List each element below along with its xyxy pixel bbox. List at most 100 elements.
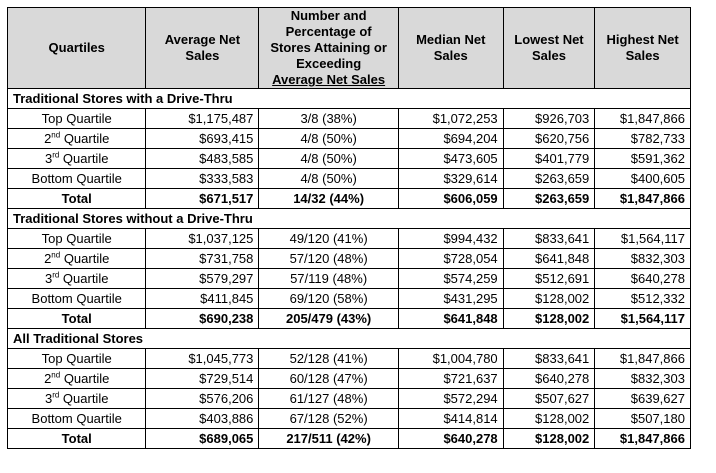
median-net-sales-cell: $431,295 — [397, 288, 504, 309]
quartile-label: Bottom Quartile — [6, 408, 147, 429]
stores-attaining-cell: 57/120 (48%) — [258, 248, 399, 269]
total-stores-attaining: 205/479 (43%) — [258, 308, 399, 329]
highest-net-sales-cell: $640,278 — [594, 268, 691, 289]
total-row: Total $690,238 205/479 (43%) $641,848 $128,0… — [6, 308, 691, 329]
table-body: Traditional Stores with a Drive-Thru Top … — [6, 88, 691, 449]
quartile-number: 3 — [44, 150, 53, 166]
average-net-sales-cell: $1,037,125 — [145, 228, 260, 249]
lowest-net-sales-cell: $620,756 — [502, 128, 596, 149]
average-net-sales-cell: $1,175,487 — [145, 108, 260, 129]
total-label: Total — [6, 308, 147, 329]
quartile-number: 3 — [44, 270, 53, 286]
quartile-number: 2 — [44, 370, 52, 386]
lowest-net-sales-cell: $401,779 — [502, 148, 596, 169]
highest-net-sales-cell: $507,180 — [594, 408, 691, 429]
section-title: Traditional Stores with a Drive-Thru — [7, 88, 691, 109]
table-row: 2nd Quartile $693,415 4/8 (50%) $694,204 $62… — [6, 128, 691, 149]
quartile-number: 3 — [44, 390, 53, 406]
quartile-word: Quartile — [59, 390, 109, 406]
header-number-percentage: Number and Percentage of Stores Attainin… — [258, 7, 399, 89]
highest-net-sales-cell: $832,303 — [594, 368, 691, 389]
header-number-line1: Number and — [290, 8, 367, 23]
stores-attaining-cell: 60/128 (47%) — [258, 368, 399, 389]
net-sales-quartile-table: Quartiles Average Net Sales Number and P… — [6, 7, 691, 449]
total-lowest-net-sales: $128,002 — [502, 308, 596, 329]
stores-attaining-cell: 57/119 (48%) — [258, 268, 399, 289]
header-row: Quartiles Average Net Sales Number and P… — [6, 7, 691, 89]
quartile-label: Top Quartile — [6, 348, 147, 369]
quartile-word: Quartile — [60, 370, 110, 386]
table-row: 3rd Quartile $483,585 4/8 (50%) $473,605 $40… — [6, 148, 691, 169]
header-number-line4: Exceeding — [296, 56, 362, 71]
lowest-net-sales-cell: $507,627 — [502, 388, 596, 409]
lowest-net-sales-cell: $641,848 — [502, 248, 596, 269]
total-highest-net-sales: $1,847,866 — [594, 428, 691, 449]
quartile-label: 2nd Quartile — [6, 368, 147, 389]
quartile-label: Top Quartile — [6, 108, 147, 129]
quartile-word: Quartile — [59, 270, 109, 286]
lowest-net-sales-cell: $128,002 — [502, 288, 596, 309]
stores-attaining-cell: 3/8 (38%) — [258, 108, 399, 129]
median-net-sales-cell: $473,605 — [397, 148, 504, 169]
table-row: 3rd Quartile $576,206 61/127 (48%) $572,294… — [6, 388, 691, 409]
median-net-sales-cell: $414,814 — [397, 408, 504, 429]
stores-attaining-cell: 49/120 (41%) — [258, 228, 399, 249]
section-header-row: Traditional Stores without a Drive-Thru — [7, 208, 691, 229]
average-net-sales-cell: $579,297 — [145, 268, 260, 289]
average-net-sales-cell: $411,845 — [145, 288, 260, 309]
average-net-sales-cell: $576,206 — [145, 388, 260, 409]
quartile-label: 2nd Quartile — [6, 128, 147, 149]
median-net-sales-cell: $721,637 — [397, 368, 504, 389]
total-stores-attaining: 217/511 (42%) — [258, 428, 399, 449]
highest-net-sales-cell: $1,847,866 — [594, 348, 691, 369]
header-average-net-sales: Average Net Sales — [145, 7, 260, 89]
header-number-line5: Average Net Sales — [272, 72, 386, 87]
header-highest-net-sales: Highest Net Sales — [594, 7, 691, 89]
header-quartiles: Quartiles — [6, 7, 147, 89]
header-median-net-sales: Median Net Sales — [397, 7, 504, 89]
table-row: Top Quartile $1,045,773 52/128 (41%) $1,004… — [6, 348, 691, 369]
quartile-ordinal-suffix: nd — [51, 130, 61, 140]
lowest-net-sales-cell: $512,691 — [502, 268, 596, 289]
highest-net-sales-cell: $1,847,866 — [594, 108, 691, 129]
stores-attaining-cell: 69/120 (58%) — [258, 288, 399, 309]
header-number-line2: Percentage of — [285, 24, 372, 39]
total-median-net-sales: $641,848 — [397, 308, 504, 329]
quartile-label: Top Quartile — [6, 228, 147, 249]
total-average-net-sales: $689,065 — [145, 428, 260, 449]
total-average-net-sales: $671,517 — [145, 188, 260, 209]
quartile-number: 2 — [44, 130, 52, 146]
lowest-net-sales-cell: $263,659 — [502, 168, 596, 189]
highest-net-sales-cell: $832,303 — [594, 248, 691, 269]
header-number-line3: Stores Attaining or — [270, 40, 387, 55]
highest-net-sales-cell: $1,564,117 — [594, 228, 691, 249]
highest-net-sales-cell: $782,733 — [594, 128, 691, 149]
lowest-net-sales-cell: $833,641 — [502, 348, 596, 369]
quartile-ordinal-suffix: nd — [51, 370, 61, 380]
section-header-row: Traditional Stores with a Drive-Thru — [7, 88, 691, 109]
median-net-sales-cell: $1,072,253 — [397, 108, 504, 129]
table-row: Top Quartile $1,037,125 49/120 (41%) $994,4… — [6, 228, 691, 249]
median-net-sales-cell: $1,004,780 — [397, 348, 504, 369]
lowest-net-sales-cell: $128,002 — [502, 408, 596, 429]
table-row: Top Quartile $1,175,487 3/8 (38%) $1,072,25… — [6, 108, 691, 129]
lowest-net-sales-cell: $926,703 — [502, 108, 596, 129]
highest-net-sales-cell: $639,627 — [594, 388, 691, 409]
quartile-ordinal-suffix: rd — [52, 150, 60, 160]
highest-net-sales-cell: $512,332 — [594, 288, 691, 309]
median-net-sales-cell: $572,294 — [397, 388, 504, 409]
quartile-label: 2nd Quartile — [6, 248, 147, 269]
median-net-sales-cell: $994,432 — [397, 228, 504, 249]
stores-attaining-cell: 61/127 (48%) — [258, 388, 399, 409]
average-net-sales-cell: $693,415 — [145, 128, 260, 149]
stores-attaining-cell: 4/8 (50%) — [258, 148, 399, 169]
median-net-sales-cell: $574,259 — [397, 268, 504, 289]
median-net-sales-cell: $329,614 — [397, 168, 504, 189]
total-median-net-sales: $606,059 — [397, 188, 504, 209]
total-average-net-sales: $690,238 — [145, 308, 260, 329]
total-row: Total $689,065 217/511 (42%) $640,278 $128,0… — [6, 428, 691, 449]
average-net-sales-cell: $731,758 — [145, 248, 260, 269]
section-title: All Traditional Stores — [7, 328, 691, 349]
lowest-net-sales-cell: $640,278 — [502, 368, 596, 389]
quartile-word: Quartile — [60, 250, 110, 266]
